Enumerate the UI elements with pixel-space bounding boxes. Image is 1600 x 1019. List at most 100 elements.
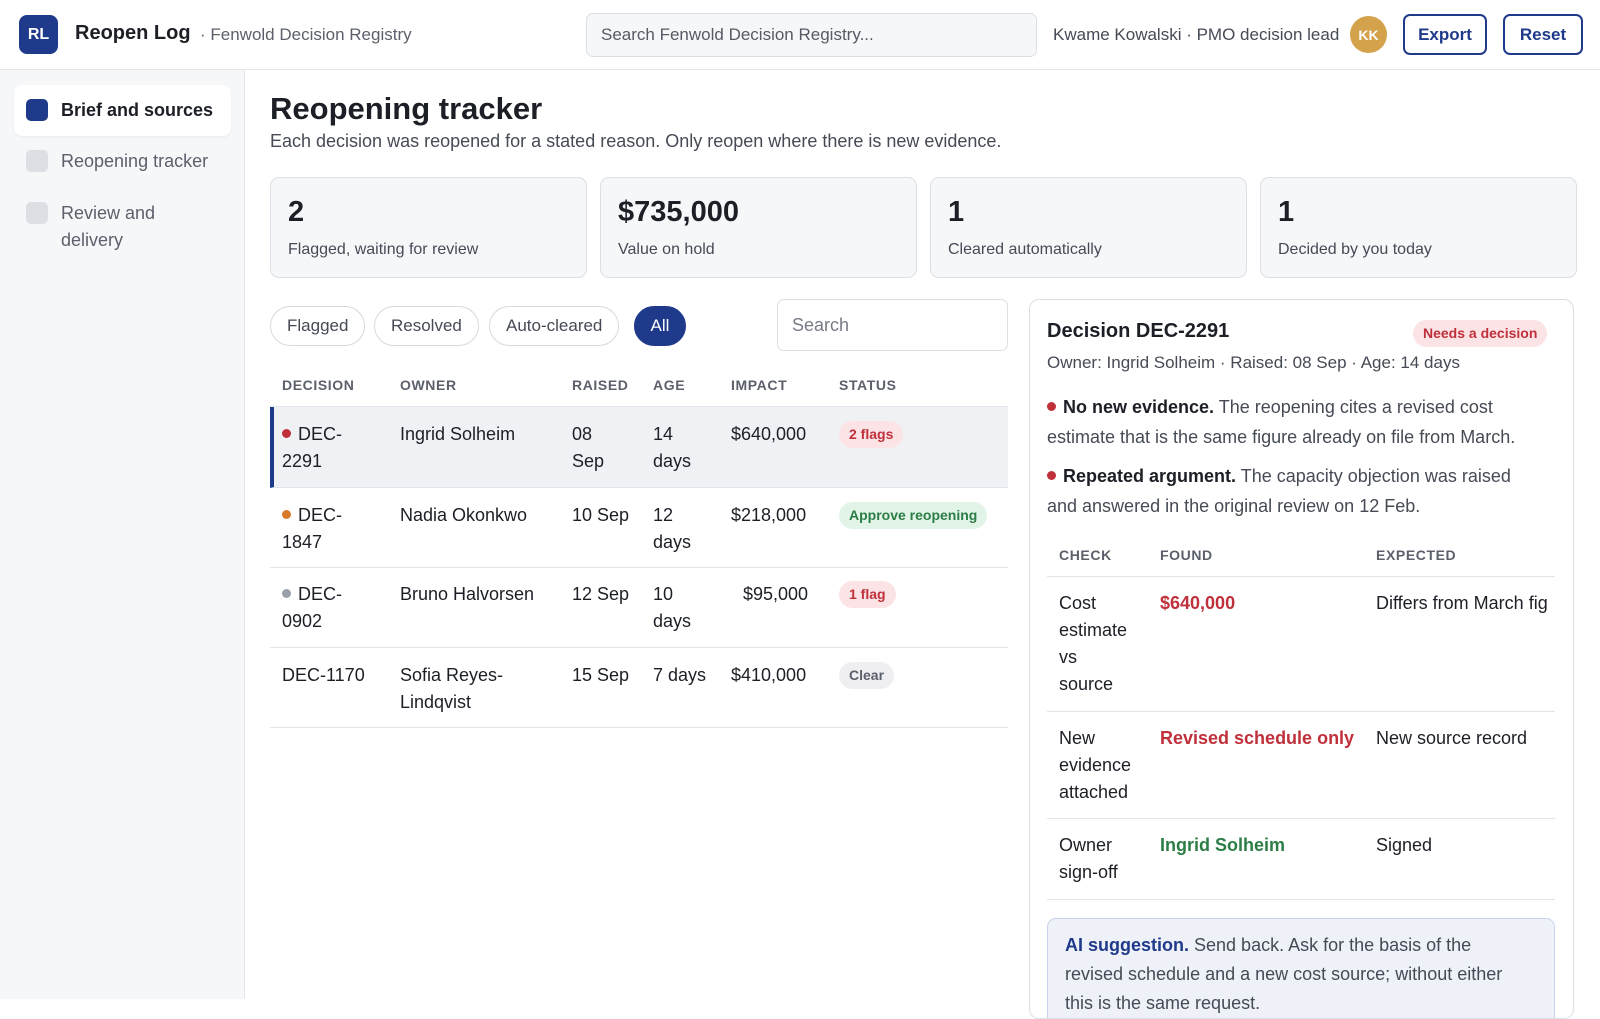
decision-id-cell: DEC- 1847: [282, 505, 342, 552]
status-dot-icon: [282, 429, 291, 438]
table-header: DECISION OWNER RAISED AGE IMPACT STATUS: [270, 370, 1008, 407]
column-header-found: FOUND: [1160, 547, 1213, 563]
status-dot-icon: [282, 510, 291, 519]
filter-all[interactable]: All: [634, 306, 686, 346]
step-square-icon: [26, 150, 48, 172]
sidebar-item-label: Reopening tracker: [61, 151, 209, 171]
status-badge: Clear: [839, 662, 895, 689]
check-row: New evidence attached Revised schedule onl…: [1047, 712, 1555, 819]
owner-cell: Sofia Reyes- Lindqvist: [400, 665, 504, 712]
step-square-icon: [26, 202, 48, 224]
check-expected: New source record: [1376, 728, 1528, 748]
stat-value: 1: [1278, 196, 1295, 228]
column-header-owner[interactable]: OWNER: [400, 377, 457, 393]
user-label: Kwame Kowalski · PMO decision lead: [1053, 25, 1340, 44]
age-cell: 10 days: [653, 584, 692, 631]
table-row[interactable]: DEC-1170 Sofia Reyes- Lindqvist 15 Sep 7 …: [270, 648, 1008, 728]
checks-table-header: CHECK FOUND EXPECTED: [1047, 540, 1555, 577]
status-badge: 1 flag: [839, 581, 896, 608]
column-header-raised[interactable]: RAISED: [572, 377, 629, 393]
detail-meta: Owner: Ingrid Solheim · Raised: 08 Sep ·…: [1047, 353, 1460, 372]
check-found: $640,000: [1160, 593, 1236, 613]
stat-label: Cleared automatically: [948, 241, 1102, 258]
app-logo: RL: [19, 15, 58, 54]
column-header-expected: EXPECTED: [1376, 547, 1457, 563]
impact-cell: $410,000: [731, 665, 807, 685]
stat-card-cleared: 1 Cleared automatically: [930, 177, 1247, 278]
check-found: Revised schedule only: [1160, 728, 1355, 748]
sidebar: Brief and sources Reopening tracker Revi…: [0, 70, 245, 999]
status-badge: Approve reopening: [839, 502, 988, 529]
top-bar: RL Reopen Log · Fenwold Decision Registr…: [0, 0, 1600, 70]
raised-cell: 10 Sep: [572, 505, 630, 525]
global-search-input[interactable]: [586, 13, 1037, 57]
flag-dot-icon: [1047, 471, 1056, 480]
decision-id-cell: DEC- 0902: [282, 584, 342, 631]
column-header-check: CHECK: [1059, 547, 1112, 563]
stat-value: 2: [288, 196, 305, 228]
stat-label: Value on hold: [618, 241, 715, 258]
stat-card-value-on-hold: $735,000 Value on hold: [600, 177, 917, 278]
stat-value: $735,000: [618, 196, 739, 228]
page-subtitle: Each decision was reopened for a stated …: [270, 131, 1002, 151]
check-expected: Differs from March fig: [1376, 593, 1548, 613]
check-row: Owner sign-off Ingrid Solheim Signed: [1047, 819, 1555, 900]
flag-dot-icon: [1047, 402, 1056, 411]
sidebar-item-reopening-tracker[interactable]: Reopening tracker: [14, 136, 231, 187]
avatar[interactable]: KK: [1350, 16, 1387, 53]
table-row[interactable]: DEC- 0902 Bruno Halvorsen 12 Sep 10 days $…: [270, 568, 1008, 648]
table-row[interactable]: DEC- 2291 Ingrid Solheim 08 Sep 14 days $64…: [270, 407, 1008, 488]
needs-decision-badge: Needs a decision: [1413, 320, 1548, 347]
app-title: Reopen Log: [75, 22, 191, 44]
decision-detail-panel: Decision DEC-2291 Needs a decision Owner…: [1029, 299, 1574, 1019]
age-cell: 14 days: [653, 424, 692, 471]
stat-card-decided-today: 1 Decided by you today: [1260, 177, 1577, 278]
decision-id-cell: DEC-1170: [282, 665, 365, 685]
detail-title: Decision DEC-2291: [1047, 320, 1230, 342]
registry-name: · Fenwold Decision Registry: [200, 25, 412, 44]
check-row: Cost estimate vs source $640,000 Differs fr…: [1047, 577, 1555, 712]
stat-label: Decided by you today: [1278, 241, 1432, 258]
sidebar-item-label: Review and delivery: [61, 203, 156, 250]
column-header-age[interactable]: AGE: [653, 377, 686, 393]
sidebar-item-review-and-delivery[interactable]: Review and delivery: [14, 188, 214, 266]
check-name: New evidence attached: [1059, 728, 1132, 802]
filter-flagged[interactable]: Flagged: [270, 306, 366, 346]
raised-cell: 08 Sep: [572, 424, 605, 471]
stat-label: Flagged, waiting for review: [288, 241, 479, 258]
status-dot-icon: [282, 589, 291, 598]
reset-button[interactable]: Reset: [1503, 14, 1583, 55]
raised-cell: 12 Sep: [572, 584, 630, 604]
filter-auto-cleared[interactable]: Auto-cleared: [489, 306, 620, 346]
impact-cell: $640,000: [731, 424, 807, 444]
filter-resolved[interactable]: Resolved: [374, 306, 479, 346]
age-cell: 7 days: [653, 665, 707, 685]
sidebar-item-label: Brief and sources: [61, 100, 214, 120]
impact-cell: $218,000: [731, 505, 807, 525]
table-search-input[interactable]: [777, 299, 1008, 351]
owner-cell: Nadia Okonkwo: [400, 505, 528, 525]
impact-cell: $95,000: [743, 584, 809, 604]
owner-cell: Bruno Halvorsen: [400, 584, 535, 604]
column-header-status[interactable]: STATUS: [839, 377, 897, 393]
check-expected: Signed: [1376, 835, 1433, 855]
table-row[interactable]: DEC- 1847 Nadia Okonkwo 10 Sep 12 days $21…: [270, 488, 1008, 568]
ai-suggestion: AI suggestion. Send back. Ask for the ba…: [1047, 918, 1555, 1018]
column-header-impact[interactable]: IMPACT: [731, 377, 788, 393]
finding-no-new-evidence: No new evidence. The reopening cites a r…: [1047, 397, 1516, 447]
check-name: Cost estimate vs source: [1059, 593, 1128, 694]
check-found: Ingrid Solheim: [1160, 835, 1286, 855]
page-title: Reopening tracker: [270, 91, 543, 126]
decision-id-cell: DEC- 2291: [282, 424, 342, 471]
owner-cell: Ingrid Solheim: [400, 424, 516, 444]
age-cell: 12 days: [653, 505, 692, 552]
column-header-decision[interactable]: DECISION: [282, 377, 355, 393]
step-square-icon: [26, 99, 48, 121]
stat-value: 1: [948, 196, 965, 228]
check-name: Owner sign-off: [1059, 835, 1118, 882]
sidebar-item-brief-and-sources[interactable]: Brief and sources: [14, 85, 231, 136]
finding-repeated-argument: Repeated argument. The capacity objectio…: [1047, 466, 1511, 516]
raised-cell: 15 Sep: [572, 665, 630, 685]
export-button[interactable]: Export: [1403, 14, 1487, 55]
stat-card-flagged: 2 Flagged, waiting for review: [270, 177, 587, 278]
